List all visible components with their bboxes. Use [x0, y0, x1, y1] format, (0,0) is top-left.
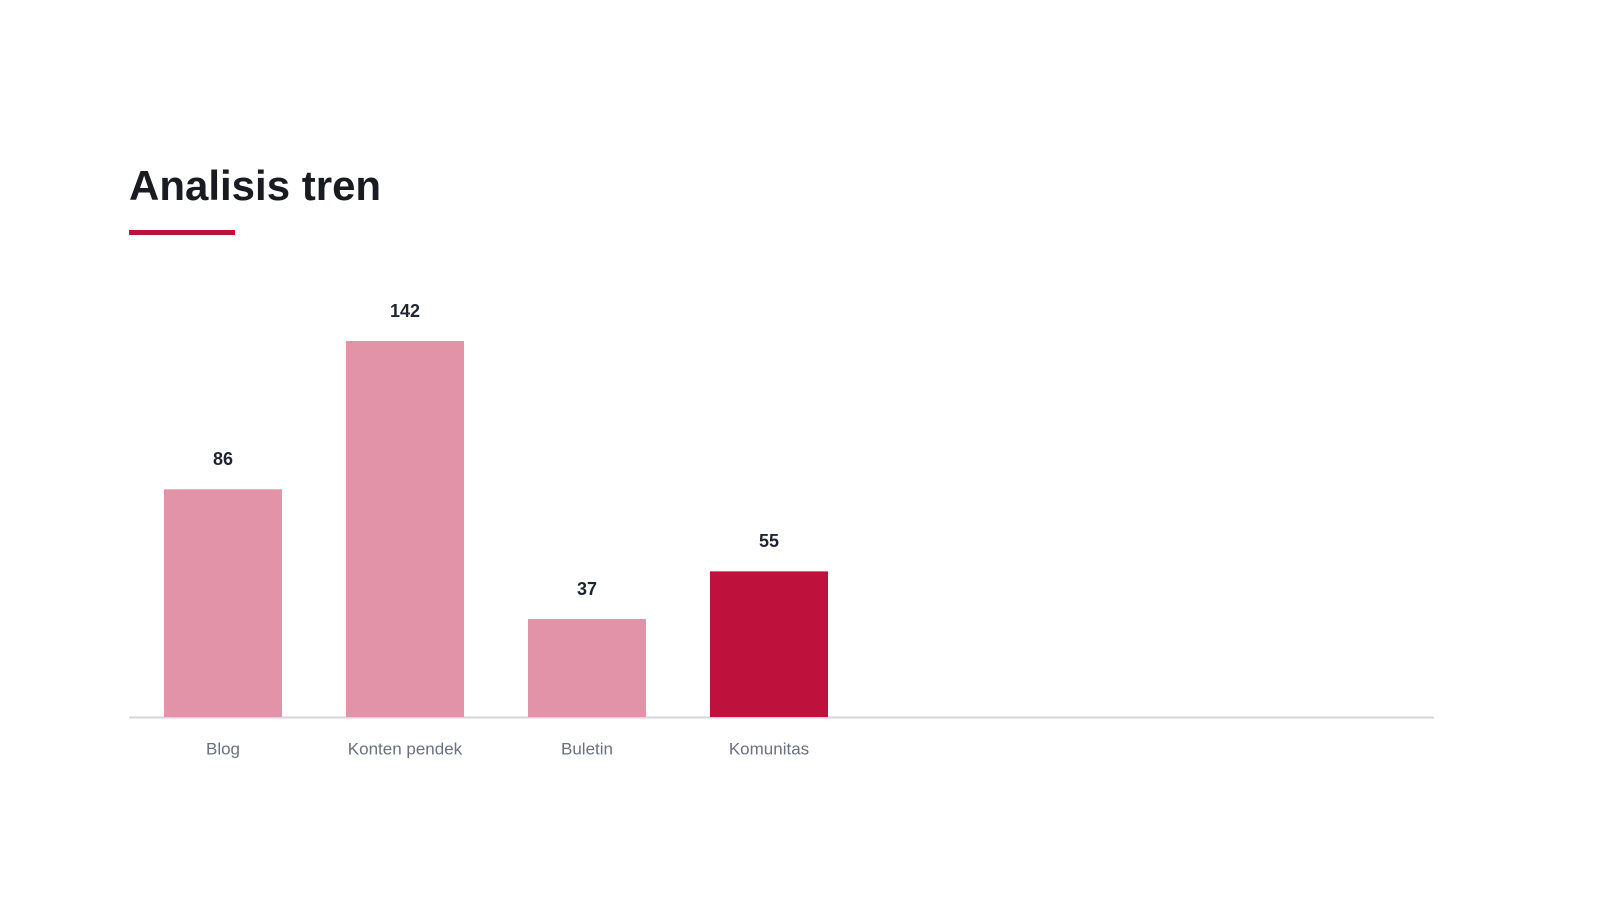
- value-label: 55: [759, 531, 779, 551]
- bar: [346, 341, 464, 717]
- value-label: 37: [577, 579, 597, 599]
- x-tick-label: Buletin: [561, 739, 613, 758]
- chart-title: Analisis tren: [129, 162, 381, 209]
- bar: [164, 489, 282, 717]
- x-tick-label: Blog: [206, 739, 240, 758]
- x-tick-label: Komunitas: [729, 739, 809, 758]
- title-underline: [129, 230, 235, 235]
- bar: [528, 619, 646, 717]
- value-label: 142: [390, 301, 420, 321]
- x-tick-label: Konten pendek: [348, 739, 463, 758]
- value-label: 86: [213, 449, 233, 469]
- bar: [710, 571, 828, 717]
